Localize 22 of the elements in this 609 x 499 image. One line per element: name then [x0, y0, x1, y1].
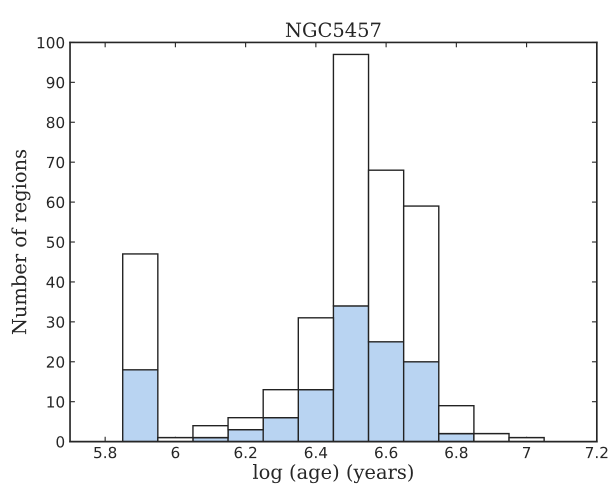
x-tick-label: 6: [172, 446, 180, 458]
y-tick-label: 90: [46, 76, 64, 88]
y-tick-label: 100: [38, 36, 64, 48]
y-tick-label: 60: [46, 196, 64, 208]
y-axis-title: Number of regions: [11, 150, 30, 334]
x-tick-label: 5.8: [94, 446, 116, 458]
x-tick-label: 6.6: [375, 446, 398, 458]
y-tick-label: 10: [47, 396, 64, 408]
y-tick-label: 20: [46, 356, 64, 368]
x-tick-label: 7: [522, 446, 530, 458]
chart-title: NGC5457: [286, 22, 380, 38]
y-tick-label: 30: [46, 316, 64, 328]
x-tick-label: 7.2: [586, 446, 608, 458]
y-tick-label: 50: [46, 236, 64, 248]
x-axis-title: log (age) (years): [252, 464, 413, 484]
x-tick-label: 6.2: [234, 446, 256, 458]
x-tick-label: 6.4: [304, 446, 328, 458]
y-tick-label: 40: [46, 276, 64, 288]
y-tick-label: 70: [46, 156, 64, 168]
x-tick-label: 6.8: [445, 446, 468, 458]
y-tick-label: 0: [56, 436, 64, 448]
y-tick-label: 80: [46, 116, 64, 128]
